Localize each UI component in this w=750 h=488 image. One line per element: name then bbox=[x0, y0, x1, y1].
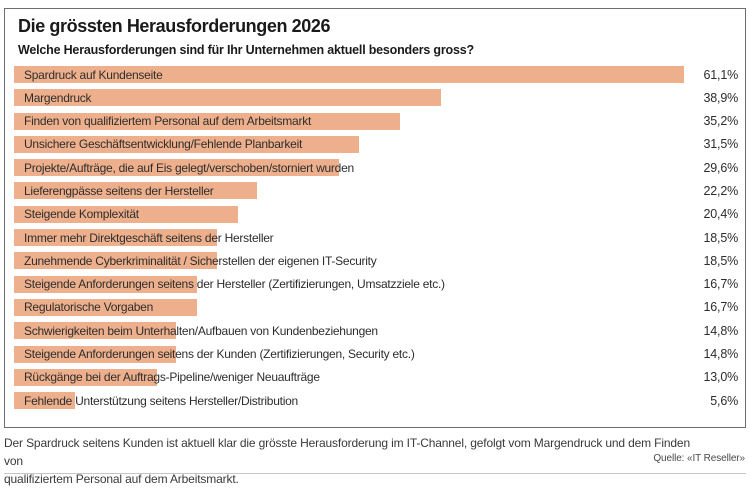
footer-note-line2: qualifiziertem Personal auf dem Arbeitsm… bbox=[4, 472, 239, 486]
bar-value: 18,5% bbox=[703, 230, 739, 245]
bar-label: Finden von qualifiziertem Personal auf d… bbox=[24, 114, 312, 129]
bar-label: Steigende Anforderungen seitens der Kund… bbox=[24, 347, 415, 362]
bar-row: Immer mehr Direktgeschäft seitens der He… bbox=[14, 229, 739, 247]
bar-chart: Spardruck auf Kundenseite 61,1% Margendruc… bbox=[14, 66, 738, 415]
bar-value: 29,6% bbox=[703, 160, 739, 175]
source-credit: Quelle: «IT Reseller» bbox=[653, 453, 745, 464]
bar-label: Steigende Anforderungen seitens der Hers… bbox=[24, 277, 445, 292]
bar-label: Unsichere Geschäftsentwicklung/Fehlende … bbox=[24, 137, 303, 152]
bar bbox=[14, 392, 76, 410]
bar-label: Schwierigkeiten beim Unterhalten/Aufbaue… bbox=[24, 323, 378, 338]
bar-value: 22,2% bbox=[703, 183, 739, 198]
bar bbox=[14, 89, 441, 107]
bar-value: 16,7% bbox=[703, 277, 739, 292]
bar bbox=[14, 298, 198, 316]
bar-row: Margendruck 38,9% bbox=[14, 89, 739, 107]
bar-row: Steigende Komplexität 20,4% bbox=[14, 205, 739, 223]
bar-row: Projekte/Aufträge, die auf Eis gelegt/ve… bbox=[14, 159, 739, 177]
bar bbox=[14, 322, 177, 340]
bar bbox=[14, 368, 157, 386]
bar bbox=[14, 345, 177, 363]
chart-question: Welche Herausforderungen sind für Ihr Un… bbox=[18, 43, 474, 57]
bar-value: 16,7% bbox=[703, 300, 739, 315]
bottom-divider bbox=[4, 473, 746, 474]
bar-label: Spardruck auf Kundenseite bbox=[24, 67, 163, 82]
bar-label: Regulatorische Vorgaben bbox=[24, 300, 154, 315]
bar-value: 31,5% bbox=[703, 137, 739, 152]
bar-row: Steigende Anforderungen seitens der Kund… bbox=[14, 345, 739, 363]
bar-row: Lieferengpässe seitens der Hersteller 22,… bbox=[14, 182, 739, 200]
bar-value: 61,1% bbox=[703, 67, 739, 82]
chart-frame: Die grössten Herausforderungen 2026 Welc… bbox=[4, 8, 746, 428]
bar-label: Fehlende Unterstützung seitens Herstelle… bbox=[24, 393, 298, 408]
bar-row: Fehlende Unterstützung seitens Herstelle… bbox=[14, 392, 738, 410]
bar bbox=[14, 205, 238, 223]
bar-row: Regulatorische Vorgaben 16,7% bbox=[14, 298, 739, 316]
bar bbox=[14, 182, 258, 200]
bar-label: Lieferengpässe seitens der Hersteller bbox=[24, 183, 214, 198]
infographic: Die grössten Herausforderungen 2026 Welc… bbox=[4, 8, 746, 486]
bar-label: Rückgänge bei der Auftrags-Pipeline/weni… bbox=[24, 370, 320, 385]
bar bbox=[14, 135, 360, 153]
bar-row: Finden von qualifiziertem Personal auf d… bbox=[14, 112, 739, 130]
bar bbox=[14, 159, 339, 177]
bar-value: 35,2% bbox=[703, 114, 739, 129]
bar bbox=[14, 229, 217, 247]
bar-row: Spardruck auf Kundenseite 61,1% bbox=[14, 66, 738, 83]
bar-value: 20,4% bbox=[703, 207, 739, 222]
bar-label: Margendruck bbox=[24, 90, 92, 105]
bar-row: Rückgänge bei der Auftrags-Pipeline/weni… bbox=[14, 368, 739, 386]
chart-title: Die grössten Herausforderungen 2026 bbox=[18, 16, 331, 36]
bar-value: 5,6% bbox=[710, 393, 738, 408]
bar-row: Steigende Anforderungen seitens der Hers… bbox=[14, 275, 739, 293]
footer-note-line1: Der Spardruck seitens Kunden ist aktuell… bbox=[4, 436, 690, 468]
bar-row: Schwierigkeiten beim Unterhalten/Aufbaue… bbox=[14, 322, 739, 340]
footer-note: Der Spardruck seitens Kunden ist aktuell… bbox=[4, 434, 704, 488]
bar bbox=[14, 252, 217, 270]
bar-label: Projekte/Aufträge, die auf Eis gelegt/ve… bbox=[24, 160, 354, 175]
bar-row: Unsichere Geschäftsentwicklung/Fehlende … bbox=[14, 135, 739, 153]
bar bbox=[14, 66, 684, 83]
bar-label: Zunehmende Cyberkriminalität / Sicherste… bbox=[24, 253, 377, 268]
bar-value: 18,5% bbox=[703, 253, 739, 268]
bar-label: Steigende Komplexität bbox=[24, 207, 139, 222]
bar-value: 14,8% bbox=[703, 347, 739, 362]
bar-value: 13,0% bbox=[703, 370, 739, 385]
bar-label: Immer mehr Direktgeschäft seitens der He… bbox=[24, 230, 274, 245]
bar-value: 14,8% bbox=[703, 323, 739, 338]
bar bbox=[14, 275, 198, 293]
bar-value: 38,9% bbox=[703, 90, 739, 105]
bar-row: Zunehmende Cyberkriminalität / Sicherste… bbox=[14, 252, 739, 270]
bar bbox=[14, 112, 400, 130]
